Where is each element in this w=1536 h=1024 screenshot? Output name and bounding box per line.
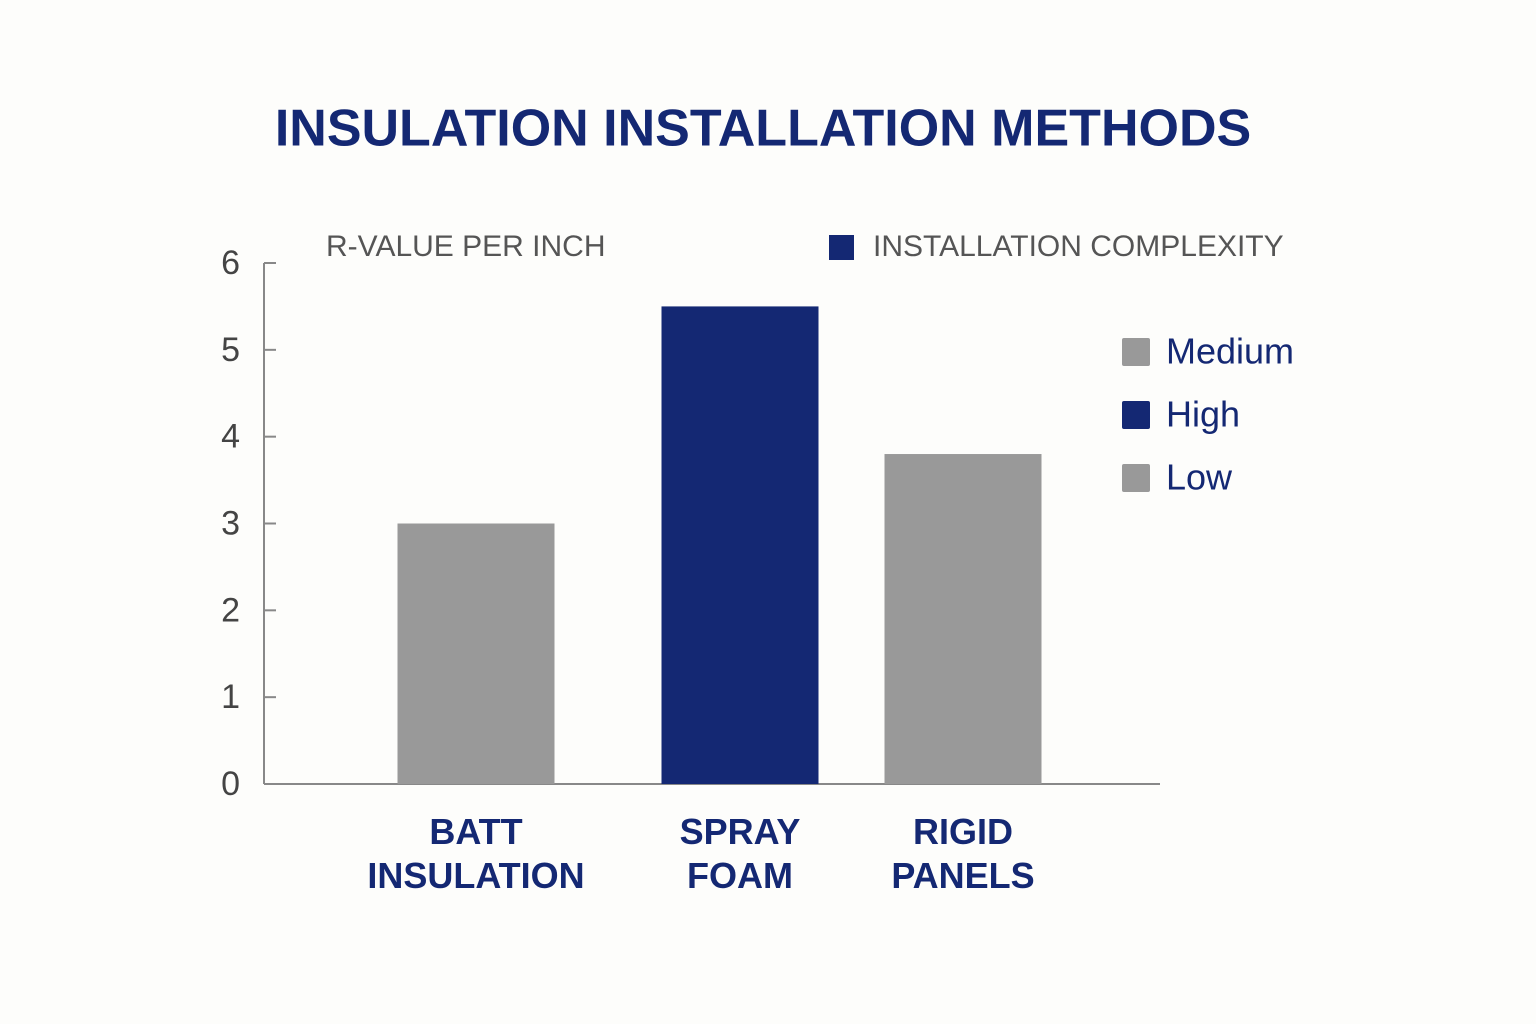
- legend-title-swatch: [829, 235, 854, 260]
- x-tick-label: RIGID PANELS: [891, 811, 1034, 896]
- y-tick-label: 6: [221, 244, 240, 282]
- y-tick-label: 5: [221, 331, 240, 369]
- bar: [884, 454, 1042, 784]
- legend-label: Low: [1166, 457, 1233, 498]
- y-tick-label: 1: [221, 678, 240, 716]
- bar: [397, 523, 555, 784]
- y-tick-label: 3: [221, 504, 240, 542]
- x-tick-label: BATT INSULATION: [367, 811, 584, 896]
- chart-title: INSULATION INSTALLATION METHODS: [275, 100, 1251, 158]
- legend-label: Medium: [1166, 331, 1294, 372]
- x-tick-label: SPRAY FOAM: [680, 811, 801, 896]
- legend-swatch: [1122, 464, 1150, 492]
- bar: [661, 306, 819, 784]
- y-tick-label: 0: [221, 765, 240, 803]
- legend-title: INSTALLATION COMPLEXITY: [873, 230, 1284, 263]
- y-tick-label: 4: [221, 418, 240, 456]
- y-axis-label: R-VALUE PER INCH: [326, 230, 606, 263]
- legend-label: High: [1166, 394, 1240, 435]
- legend-swatch: [1122, 401, 1150, 429]
- y-tick-label: 2: [221, 591, 240, 629]
- legend-swatch: [1122, 338, 1150, 366]
